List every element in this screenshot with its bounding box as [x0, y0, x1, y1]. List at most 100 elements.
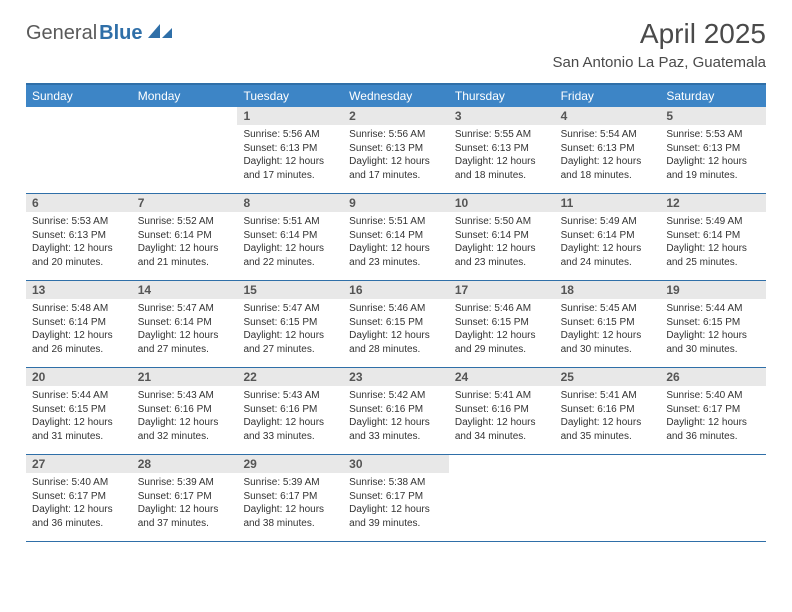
day-cell: 19Sunrise: 5:44 AMSunset: 6:15 PMDayligh… [660, 281, 766, 367]
weekday-header: Wednesday [343, 85, 449, 107]
logo-sail-icon [148, 22, 174, 45]
sunrise-text: Sunrise: 5:49 AM [666, 215, 760, 229]
day-number: 13 [26, 281, 132, 299]
weekday-header: Thursday [449, 85, 555, 107]
day-cell: 3Sunrise: 5:55 AMSunset: 6:13 PMDaylight… [449, 107, 555, 193]
daylight-text: Daylight: 12 hours and 34 minutes. [455, 416, 549, 443]
sunrise-text: Sunrise: 5:54 AM [561, 128, 655, 142]
daylight-text: Daylight: 12 hours and 19 minutes. [666, 155, 760, 182]
day-body: Sunrise: 5:48 AMSunset: 6:14 PMDaylight:… [26, 299, 132, 361]
sunrise-text: Sunrise: 5:45 AM [561, 302, 655, 316]
day-cell: 6Sunrise: 5:53 AMSunset: 6:13 PMDaylight… [26, 194, 132, 280]
day-number [26, 107, 132, 125]
day-cell: 1Sunrise: 5:56 AMSunset: 6:13 PMDaylight… [237, 107, 343, 193]
day-cell: 30Sunrise: 5:38 AMSunset: 6:17 PMDayligh… [343, 455, 449, 541]
daylight-text: Daylight: 12 hours and 24 minutes. [561, 242, 655, 269]
sunrise-text: Sunrise: 5:41 AM [561, 389, 655, 403]
daylight-text: Daylight: 12 hours and 27 minutes. [138, 329, 232, 356]
sunset-text: Sunset: 6:17 PM [349, 490, 443, 504]
day-number [660, 455, 766, 473]
weekday-header: Saturday [660, 85, 766, 107]
title-block: April 2025 San Antonio La Paz, Guatemala [553, 18, 766, 71]
sunrise-text: Sunrise: 5:42 AM [349, 389, 443, 403]
day-body: Sunrise: 5:49 AMSunset: 6:14 PMDaylight:… [660, 212, 766, 274]
daylight-text: Daylight: 12 hours and 23 minutes. [349, 242, 443, 269]
sunrise-text: Sunrise: 5:55 AM [455, 128, 549, 142]
weekday-header-row: SundayMondayTuesdayWednesdayThursdayFrid… [26, 85, 766, 107]
daylight-text: Daylight: 12 hours and 29 minutes. [455, 329, 549, 356]
sunrise-text: Sunrise: 5:52 AM [138, 215, 232, 229]
daylight-text: Daylight: 12 hours and 17 minutes. [243, 155, 337, 182]
day-number [555, 455, 661, 473]
day-body: Sunrise: 5:47 AMSunset: 6:15 PMDaylight:… [237, 299, 343, 361]
day-number: 20 [26, 368, 132, 386]
day-body: Sunrise: 5:53 AMSunset: 6:13 PMDaylight:… [660, 125, 766, 187]
weekday-header: Tuesday [237, 85, 343, 107]
day-body: Sunrise: 5:39 AMSunset: 6:17 PMDaylight:… [132, 473, 238, 535]
sunset-text: Sunset: 6:16 PM [138, 403, 232, 417]
day-cell [26, 107, 132, 193]
day-cell: 16Sunrise: 5:46 AMSunset: 6:15 PMDayligh… [343, 281, 449, 367]
sunrise-text: Sunrise: 5:44 AM [666, 302, 760, 316]
daylight-text: Daylight: 12 hours and 31 minutes. [32, 416, 126, 443]
day-cell: 4Sunrise: 5:54 AMSunset: 6:13 PMDaylight… [555, 107, 661, 193]
day-body: Sunrise: 5:53 AMSunset: 6:13 PMDaylight:… [26, 212, 132, 274]
daylight-text: Daylight: 12 hours and 17 minutes. [349, 155, 443, 182]
day-cell: 10Sunrise: 5:50 AMSunset: 6:14 PMDayligh… [449, 194, 555, 280]
daylight-text: Daylight: 12 hours and 27 minutes. [243, 329, 337, 356]
sunset-text: Sunset: 6:15 PM [243, 316, 337, 330]
logo: General Blue [26, 18, 174, 45]
day-number: 5 [660, 107, 766, 125]
day-number: 1 [237, 107, 343, 125]
week-row: 1Sunrise: 5:56 AMSunset: 6:13 PMDaylight… [26, 107, 766, 194]
day-cell: 17Sunrise: 5:46 AMSunset: 6:15 PMDayligh… [449, 281, 555, 367]
day-number: 4 [555, 107, 661, 125]
sunset-text: Sunset: 6:13 PM [32, 229, 126, 243]
day-cell: 7Sunrise: 5:52 AMSunset: 6:14 PMDaylight… [132, 194, 238, 280]
sunset-text: Sunset: 6:17 PM [243, 490, 337, 504]
day-number: 16 [343, 281, 449, 299]
day-cell: 22Sunrise: 5:43 AMSunset: 6:16 PMDayligh… [237, 368, 343, 454]
day-cell [660, 455, 766, 541]
day-number: 3 [449, 107, 555, 125]
day-number: 21 [132, 368, 238, 386]
sunset-text: Sunset: 6:13 PM [666, 142, 760, 156]
daylight-text: Daylight: 12 hours and 25 minutes. [666, 242, 760, 269]
weeks-container: 1Sunrise: 5:56 AMSunset: 6:13 PMDaylight… [26, 107, 766, 542]
day-number: 18 [555, 281, 661, 299]
day-body: Sunrise: 5:38 AMSunset: 6:17 PMDaylight:… [343, 473, 449, 535]
daylight-text: Daylight: 12 hours and 33 minutes. [349, 416, 443, 443]
day-body: Sunrise: 5:52 AMSunset: 6:14 PMDaylight:… [132, 212, 238, 274]
sunset-text: Sunset: 6:14 PM [243, 229, 337, 243]
day-body: Sunrise: 5:43 AMSunset: 6:16 PMDaylight:… [237, 386, 343, 448]
week-row: 27Sunrise: 5:40 AMSunset: 6:17 PMDayligh… [26, 455, 766, 542]
day-body: Sunrise: 5:46 AMSunset: 6:15 PMDaylight:… [449, 299, 555, 361]
day-number: 29 [237, 455, 343, 473]
location-label: San Antonio La Paz, Guatemala [553, 54, 766, 71]
day-body: Sunrise: 5:44 AMSunset: 6:15 PMDaylight:… [26, 386, 132, 448]
sunset-text: Sunset: 6:15 PM [666, 316, 760, 330]
sunset-text: Sunset: 6:16 PM [349, 403, 443, 417]
day-cell: 21Sunrise: 5:43 AMSunset: 6:16 PMDayligh… [132, 368, 238, 454]
daylight-text: Daylight: 12 hours and 38 minutes. [243, 503, 337, 530]
day-body: Sunrise: 5:40 AMSunset: 6:17 PMDaylight:… [660, 386, 766, 448]
sunset-text: Sunset: 6:14 PM [561, 229, 655, 243]
day-number: 12 [660, 194, 766, 212]
sunrise-text: Sunrise: 5:56 AM [349, 128, 443, 142]
sunrise-text: Sunrise: 5:46 AM [349, 302, 443, 316]
sunset-text: Sunset: 6:16 PM [243, 403, 337, 417]
daylight-text: Daylight: 12 hours and 23 minutes. [455, 242, 549, 269]
day-body: Sunrise: 5:42 AMSunset: 6:16 PMDaylight:… [343, 386, 449, 448]
sunset-text: Sunset: 6:17 PM [666, 403, 760, 417]
month-title: April 2025 [553, 18, 766, 50]
sunset-text: Sunset: 6:15 PM [32, 403, 126, 417]
day-cell: 2Sunrise: 5:56 AMSunset: 6:13 PMDaylight… [343, 107, 449, 193]
sunrise-text: Sunrise: 5:40 AM [32, 476, 126, 490]
day-number: 6 [26, 194, 132, 212]
day-cell: 28Sunrise: 5:39 AMSunset: 6:17 PMDayligh… [132, 455, 238, 541]
daylight-text: Daylight: 12 hours and 22 minutes. [243, 242, 337, 269]
day-cell: 24Sunrise: 5:41 AMSunset: 6:16 PMDayligh… [449, 368, 555, 454]
day-number: 23 [343, 368, 449, 386]
day-body: Sunrise: 5:46 AMSunset: 6:15 PMDaylight:… [343, 299, 449, 361]
day-body: Sunrise: 5:45 AMSunset: 6:15 PMDaylight:… [555, 299, 661, 361]
